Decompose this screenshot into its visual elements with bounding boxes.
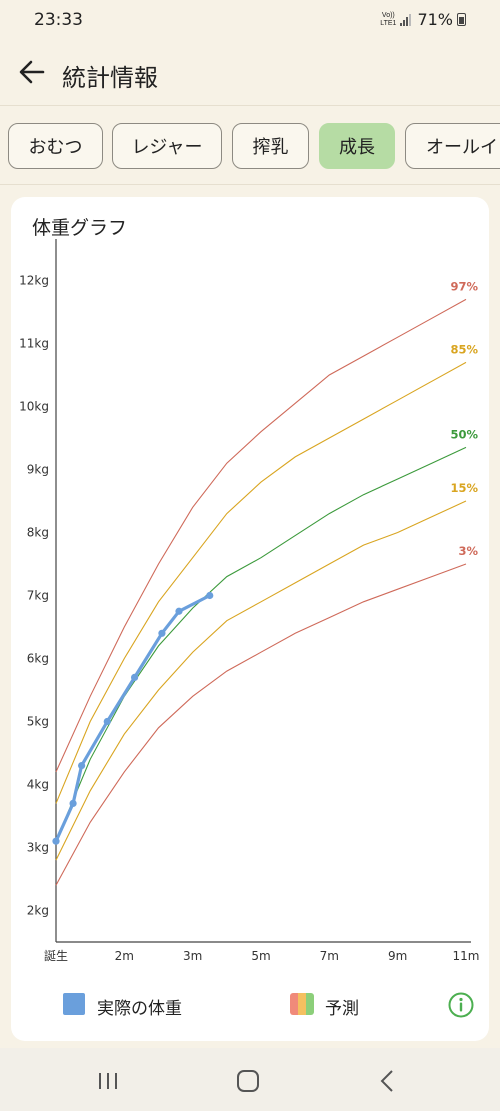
app-bar: 統計情報 — [0, 44, 500, 106]
tab-growth[interactable]: 成長 — [319, 123, 395, 169]
y-tick-label: 9kg — [27, 463, 49, 477]
legend-actual-swatch — [63, 993, 85, 1015]
legend-predicted-swatch — [290, 993, 314, 1015]
actual-weight-point — [78, 762, 86, 770]
actual-weight-point — [69, 799, 77, 808]
percentile-line — [55, 500, 467, 861]
percentile-label: 97% — [450, 279, 478, 293]
x-tick-label: 誕生 — [44, 949, 68, 963]
back-button[interactable] — [14, 54, 50, 90]
actual-weight-point — [158, 629, 166, 637]
actual-weight-point — [130, 673, 139, 681]
status-bar: 23:33 Vo)) LTE1 71% — [0, 0, 500, 44]
percentile-label: 50% — [450, 427, 478, 441]
actual-weight-point — [52, 837, 60, 845]
percentile-label: 3% — [458, 544, 478, 558]
legend-predicted-label: 予測 — [325, 999, 359, 1019]
tab-diaper[interactable]: おむつ — [8, 123, 103, 169]
percentile-label: 85% — [450, 342, 478, 356]
recent-apps-icon[interactable] — [93, 1066, 123, 1096]
y-tick-label: 8kg — [27, 526, 49, 540]
category-tabs: おむつ レジャー 搾乳 成長 オールイン — [0, 107, 500, 185]
legend-actual-label: 実際の体重 — [97, 999, 182, 1019]
system-nav-bar — [0, 1048, 500, 1111]
percentile-label: 15% — [450, 481, 478, 495]
tab-all-in[interactable]: オールイン — [405, 123, 500, 169]
actual-weight-point — [175, 607, 183, 615]
tab-leisure[interactable]: レジャー — [112, 123, 222, 169]
actual-weight-point — [206, 591, 214, 600]
y-tick-label: 7kg — [27, 589, 49, 603]
x-tick-label: 2m — [115, 949, 134, 963]
y-tick-label: 3kg — [27, 841, 49, 855]
y-tick-label: 6kg — [27, 652, 49, 666]
signal-icon — [400, 13, 412, 26]
y-tick-label: 2kg — [27, 904, 49, 918]
home-icon[interactable] — [233, 1066, 263, 1096]
status-time: 23:33 — [34, 10, 83, 30]
network-indicator: Vo)) LTE1 — [380, 11, 397, 27]
y-tick-label: 10kg — [19, 400, 49, 414]
actual-weight-line — [54, 593, 212, 843]
x-tick-label: 7m — [320, 949, 339, 963]
actual-weight-point — [103, 717, 111, 726]
percentile-line — [55, 298, 467, 773]
battery-level: 71% — [417, 10, 453, 29]
y-tick-label: 4kg — [27, 778, 49, 792]
x-tick-label: 9m — [388, 949, 407, 963]
x-tick-label: 3m — [183, 949, 202, 963]
back-nav-icon[interactable] — [373, 1066, 403, 1096]
percentile-line — [55, 563, 467, 886]
percentile-line — [55, 361, 467, 804]
arrow-left-icon — [19, 60, 45, 84]
status-icons: Vo)) LTE1 71% — [380, 10, 466, 29]
battery-icon — [457, 13, 466, 26]
weight-chart-card: 2kg 3kg 4kg 5kg 6kg 7kg 8kg 9kg 10kg 11kg 12kg 誕生 2m… — [11, 197, 489, 1041]
x-tick-label: 5m — [251, 949, 270, 963]
x-tick-label: 11m — [453, 949, 480, 963]
chart-legend: 実際の体重 予測 — [11, 992, 489, 1026]
y-tick-label: 12kg — [19, 274, 49, 288]
tab-pumping[interactable]: 搾乳 — [232, 123, 309, 169]
weight-chart: 2kg 3kg 4kg 5kg 6kg 7kg 8kg 9kg 10kg 11kg 12kg 誕生 2m… — [19, 239, 480, 963]
page-title: 統計情報 — [62, 64, 158, 92]
chart-title: 体重グラフ — [32, 217, 128, 239]
y-tick-label: 5kg — [27, 715, 49, 729]
y-tick-label: 11kg — [19, 337, 49, 351]
info-icon[interactable] — [448, 992, 474, 1018]
